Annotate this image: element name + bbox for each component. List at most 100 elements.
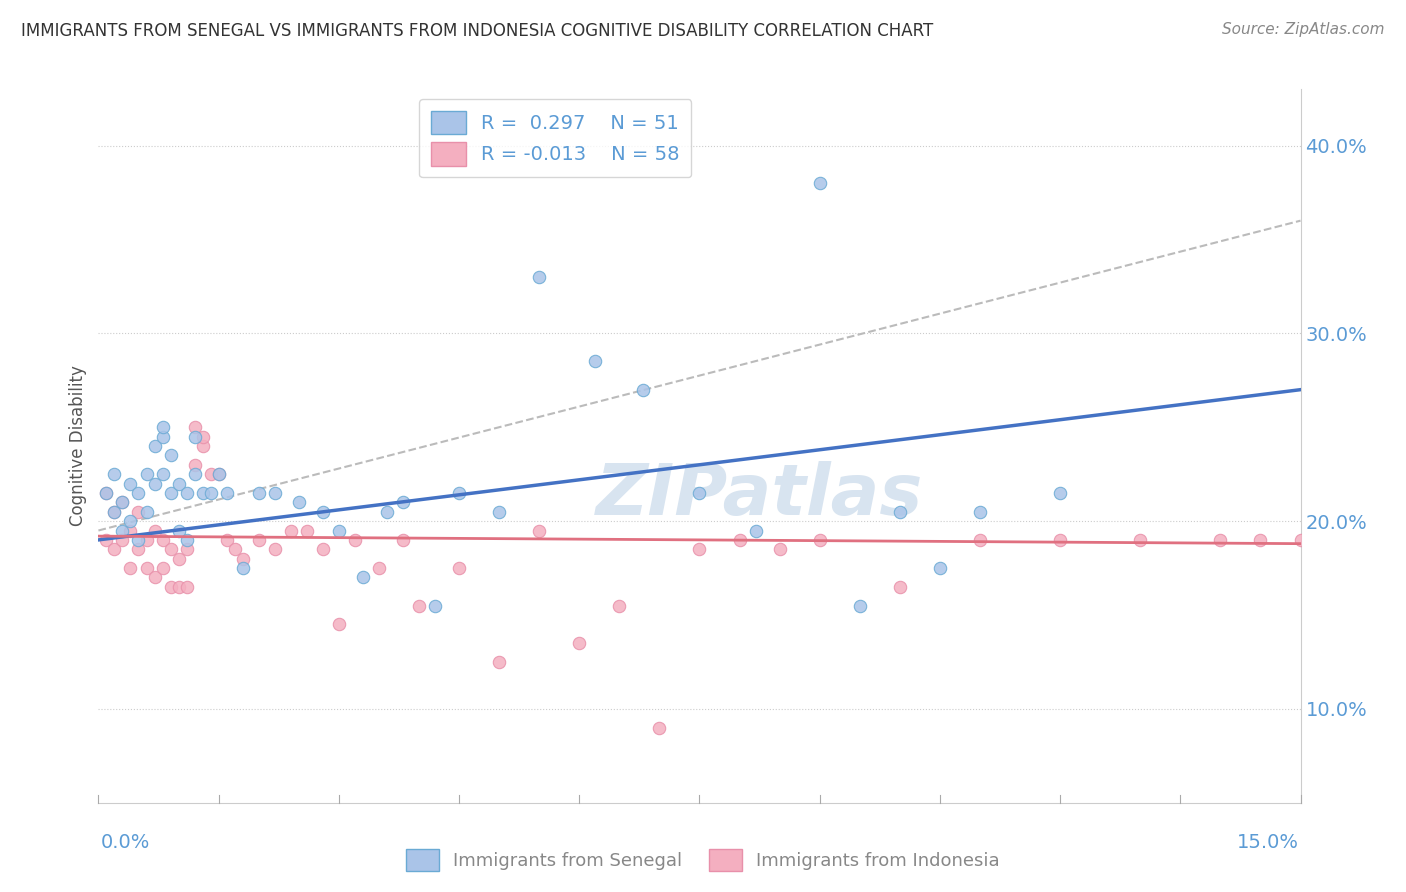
Point (889, 580, 911, 594)
Point (583, 354, 606, 368)
Point (176, 533, 198, 547)
Point (288, 495, 311, 509)
Point (128, 542, 150, 557)
Point (111, 524, 134, 538)
Point (808, 176, 831, 190)
Point (120, 524, 142, 538)
Point (224, 542, 246, 557)
Point (969, 505, 991, 519)
Point (529, 524, 551, 538)
Point (609, 599, 631, 613)
Point (176, 486, 198, 500)
Point (143, 570, 166, 584)
Point (200, 486, 222, 500)
Point (183, 458, 205, 472)
Point (159, 580, 181, 594)
Point (744, 524, 766, 538)
Point (1289, 533, 1312, 547)
Point (176, 580, 198, 594)
Point (849, 599, 872, 613)
Point (423, 599, 446, 613)
Y-axis label: Cognitive Disability: Cognitive Disability (69, 366, 87, 526)
Point (152, 561, 174, 575)
Point (215, 486, 238, 500)
Point (191, 486, 214, 500)
Point (929, 561, 952, 575)
Text: 0.0%: 0.0% (101, 833, 150, 853)
Point (167, 524, 190, 538)
Legend: Immigrants from Senegal, Immigrants from Indonesia: Immigrants from Senegal, Immigrants from… (399, 842, 1007, 879)
Point (103, 467, 125, 482)
Text: 15.0%: 15.0% (1237, 833, 1299, 853)
Point (128, 486, 150, 500)
Point (111, 495, 134, 509)
Point (120, 561, 142, 575)
Point (96, 486, 118, 500)
Point (728, 533, 751, 547)
Point (96, 533, 118, 547)
Point (152, 467, 174, 482)
Point (167, 551, 190, 566)
Point (312, 542, 335, 557)
Point (1129, 533, 1152, 547)
Point (280, 524, 302, 538)
Point (183, 429, 205, 443)
Text: Source: ZipAtlas.com: Source: ZipAtlas.com (1222, 22, 1385, 37)
Point (808, 533, 831, 547)
Point (328, 617, 350, 632)
Point (295, 524, 318, 538)
Point (111, 533, 134, 547)
Point (247, 533, 270, 547)
Point (159, 449, 181, 463)
Point (529, 270, 551, 285)
Point (152, 533, 174, 547)
Point (232, 561, 254, 575)
Point (447, 561, 470, 575)
Point (208, 467, 231, 482)
Point (96, 486, 118, 500)
Point (143, 439, 166, 453)
Point (143, 476, 166, 491)
Point (183, 420, 205, 434)
Point (159, 542, 181, 557)
Legend: R =  0.297    N = 51, R = -0.013    N = 58: R = 0.297 N = 51, R = -0.013 N = 58 (419, 99, 692, 178)
Point (191, 439, 214, 453)
Point (648, 721, 671, 735)
Point (167, 476, 190, 491)
Point (111, 495, 134, 509)
Point (392, 533, 415, 547)
Point (120, 476, 142, 491)
Point (208, 467, 231, 482)
Point (328, 524, 350, 538)
Point (768, 542, 790, 557)
Point (200, 467, 222, 482)
Point (488, 655, 510, 669)
Point (103, 542, 125, 557)
Point (447, 486, 470, 500)
Point (375, 505, 398, 519)
Point (135, 467, 157, 482)
Point (688, 486, 710, 500)
Point (167, 580, 190, 594)
Point (191, 429, 214, 443)
Point (103, 505, 125, 519)
Point (128, 505, 150, 519)
Point (1250, 533, 1272, 547)
Point (633, 383, 655, 397)
Point (889, 505, 911, 519)
Point (352, 570, 374, 584)
Point (152, 429, 174, 443)
Point (176, 542, 198, 557)
Point (343, 533, 366, 547)
Point (135, 561, 157, 575)
Text: IMMIGRANTS FROM SENEGAL VS IMMIGRANTS FROM INDONESIA COGNITIVE DISABILITY CORREL: IMMIGRANTS FROM SENEGAL VS IMMIGRANTS FR… (21, 22, 934, 40)
Text: ZIPatlas: ZIPatlas (596, 461, 924, 531)
Point (1049, 533, 1071, 547)
Point (152, 420, 174, 434)
Point (183, 467, 205, 482)
Point (215, 533, 238, 547)
Point (135, 505, 157, 519)
Point (247, 486, 270, 500)
Point (1209, 533, 1232, 547)
Point (120, 514, 142, 528)
